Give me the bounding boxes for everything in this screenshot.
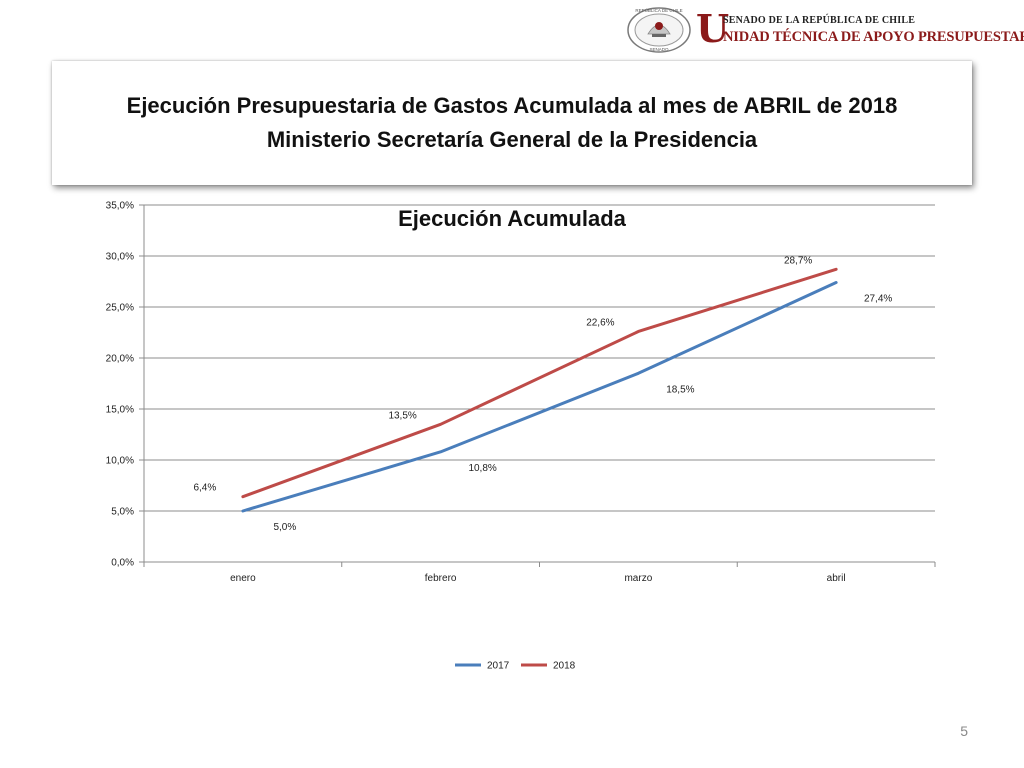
series-line-2018 [241,267,838,499]
chart-title: Ejecución Acumulada [398,206,627,231]
legend-label-2018: 2018 [553,661,576,672]
slide-title: Ejecución Presupuestaria de Gastos Acumu… [126,93,898,118]
data-label-2018: 22,6% [586,317,614,328]
y-tick-label: 25,0% [106,303,134,314]
data-label-2018: 13,5% [388,410,416,421]
data-label-2018: 28,7% [784,255,812,266]
title-box: Ejecución Presupuestaria de Gastos Acumu… [52,61,972,185]
y-tick-label: 30,0% [106,252,134,263]
x-tick-label: febrero [425,573,457,584]
data-label-2017: 5,0% [273,522,296,533]
y-tick-label: 20,0% [106,354,134,365]
seal-text-bottom: SENADO [649,47,669,52]
y-tick-label: 15,0% [106,405,134,416]
series-line-2017 [241,281,838,513]
legend-label-2017: 2017 [487,661,510,672]
slide-subtitle: Ministerio Secretaría General de la Pres… [266,127,758,152]
logo-senate-line: SENADO DE LA REPÚBLICA DE CHILE [723,15,916,26]
y-tick-label: 0,0% [111,558,134,569]
senate-seal-icon: REPÚBLICA DE CHILE SENADO [627,7,691,53]
x-tick-label: marzo [624,573,652,584]
y-tick-label: 10,0% [106,456,134,467]
y-tick-label: 5,0% [111,507,134,518]
x-tick-label: enero [230,573,256,584]
seal-text-top: REPÚBLICA DE CHILE [635,7,682,13]
logo-unit-name: NIDAD TÉCNICA DE APOYO PRESUPUESTARIO [723,29,1024,45]
data-label-2017: 18,5% [666,384,694,395]
senate-logo: REPÚBLICA DE CHILE SENADO U SENADO DE LA… [622,6,1024,56]
y-tick-label: 35,0% [106,201,134,212]
page-number: 5 [960,723,968,739]
logo-unit-initial: U [696,6,730,51]
data-label-2018: 6,4% [193,483,216,494]
data-label-2017: 10,8% [468,463,496,474]
data-label-2017: 27,4% [864,294,892,305]
x-tick-label: abril [827,573,846,584]
